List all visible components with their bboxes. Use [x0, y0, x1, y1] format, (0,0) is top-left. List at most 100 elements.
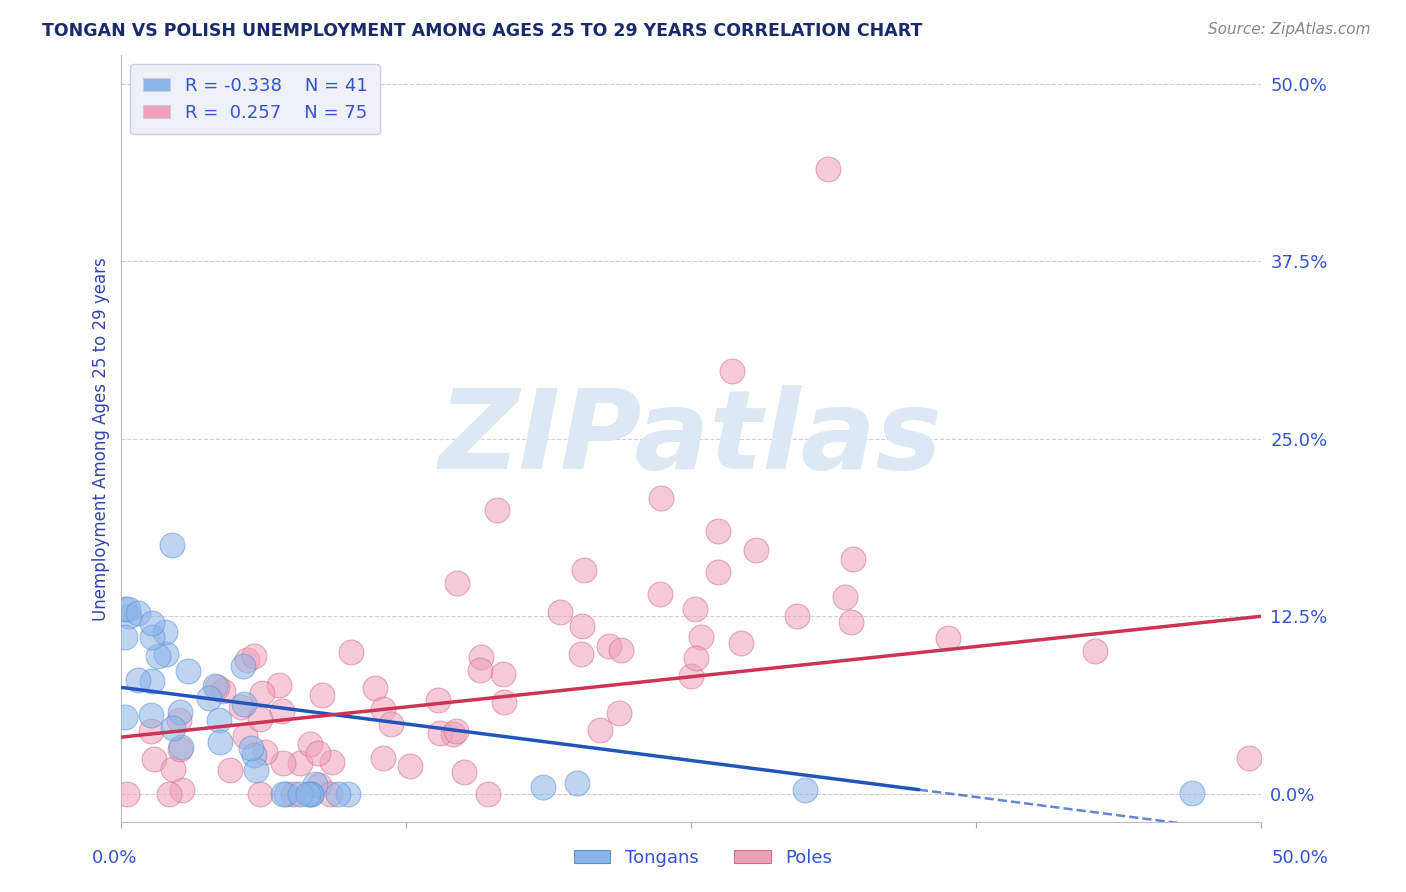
Point — [834, 590, 856, 604]
Point — [169, 742, 191, 756]
Point — [650, 491, 672, 505]
Point — [155, 647, 177, 661]
Point — [141, 673, 163, 688]
Text: 0.0%: 0.0% — [91, 849, 136, 867]
Point — [177, 664, 200, 678]
Point — [494, 695, 516, 709]
Point — [205, 680, 228, 694]
Legend: Tongans, Poles: Tongans, Poles — [567, 842, 839, 874]
Point — [304, 777, 326, 791]
Point — [531, 780, 554, 794]
Point — [683, 602, 706, 616]
Point — [319, 787, 342, 801]
Point — [453, 765, 475, 780]
Point — [681, 668, 703, 682]
Point — [271, 756, 294, 771]
Point — [548, 605, 571, 619]
Point — [139, 708, 162, 723]
Text: Source: ZipAtlas.com: Source: ZipAtlas.com — [1208, 22, 1371, 37]
Point — [589, 723, 612, 737]
Point — [429, 726, 451, 740]
Point — [297, 787, 319, 801]
Point — [569, 648, 592, 662]
Point — [115, 787, 138, 801]
Point — [127, 673, 149, 687]
Point — [207, 713, 229, 727]
Point — [153, 625, 176, 640]
Point — [229, 699, 252, 714]
Point — [270, 705, 292, 719]
Point — [308, 779, 330, 793]
Point — [706, 524, 728, 538]
Point — [157, 787, 180, 801]
Text: TONGAN VS POLISH UNEMPLOYMENT AMONG AGES 25 TO 29 YEARS CORRELATION CHART: TONGAN VS POLISH UNEMPLOYMENT AMONG AGES… — [42, 22, 922, 40]
Point — [427, 693, 450, 707]
Point — [146, 649, 169, 664]
Point — [721, 363, 744, 377]
Point — [571, 619, 593, 633]
Point — [169, 705, 191, 719]
Text: 50.0%: 50.0% — [1272, 849, 1329, 867]
Point — [311, 688, 333, 702]
Point — [607, 706, 630, 720]
Point — [114, 710, 136, 724]
Point — [236, 653, 259, 667]
Point — [212, 684, 235, 698]
Point — [321, 755, 343, 769]
Point — [170, 782, 193, 797]
Point — [288, 787, 311, 801]
Point — [141, 630, 163, 644]
Point — [271, 787, 294, 801]
Point — [127, 606, 149, 620]
Point — [326, 787, 349, 801]
Point — [364, 681, 387, 696]
Point — [707, 565, 730, 579]
Point — [446, 575, 468, 590]
Point — [1239, 751, 1261, 765]
Point — [468, 663, 491, 677]
Point — [208, 735, 231, 749]
Point — [307, 746, 329, 760]
Point — [235, 729, 257, 743]
Point — [470, 649, 492, 664]
Point — [610, 643, 633, 657]
Point — [298, 737, 321, 751]
Point — [1181, 786, 1204, 800]
Point — [371, 751, 394, 765]
Point — [276, 787, 298, 801]
Point — [242, 747, 264, 762]
Point — [491, 666, 513, 681]
Point — [689, 630, 711, 644]
Point — [162, 721, 184, 735]
Point — [786, 608, 808, 623]
Point — [685, 651, 707, 665]
Point — [253, 745, 276, 759]
Point — [232, 658, 254, 673]
Point — [794, 782, 817, 797]
Point — [441, 727, 464, 741]
Point — [380, 716, 402, 731]
Point — [839, 615, 862, 629]
Point — [269, 678, 291, 692]
Point — [444, 723, 467, 738]
Point — [938, 631, 960, 645]
Point — [486, 503, 509, 517]
Point — [117, 602, 139, 616]
Point — [283, 787, 305, 801]
Point — [249, 712, 271, 726]
Point — [162, 762, 184, 776]
Point — [730, 636, 752, 650]
Point — [841, 552, 863, 566]
Point — [219, 764, 242, 778]
Point — [817, 161, 839, 176]
Point — [745, 542, 768, 557]
Y-axis label: Unemployment Among Ages 25 to 29 years: Unemployment Among Ages 25 to 29 years — [93, 257, 110, 621]
Point — [114, 602, 136, 616]
Point — [142, 752, 165, 766]
Point — [299, 787, 322, 801]
Point — [141, 615, 163, 630]
Point — [598, 639, 620, 653]
Point — [290, 756, 312, 771]
Point — [141, 723, 163, 738]
Point — [340, 645, 363, 659]
